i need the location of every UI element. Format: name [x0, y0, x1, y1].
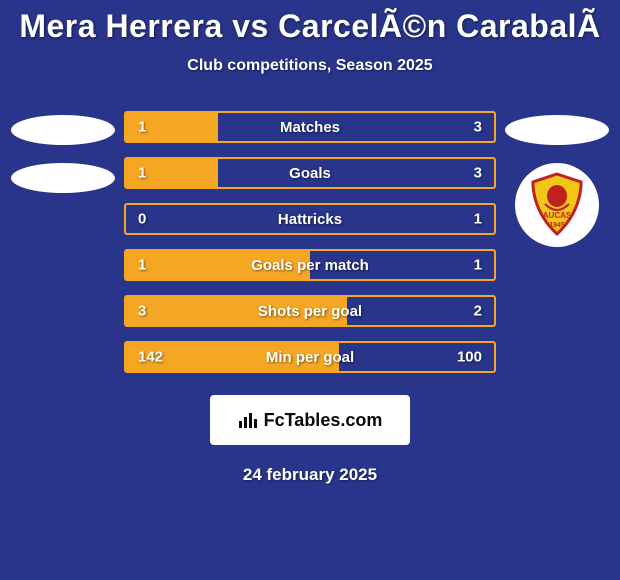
shield-icon: AUCAS 1945	[527, 172, 587, 238]
right-team-badges: AUCAS 1945	[502, 111, 612, 247]
stat-label: Goals	[126, 165, 494, 182]
brand-text: FcTables.com	[264, 410, 383, 431]
bars-icon	[238, 411, 260, 429]
stat-bar: 01Hattricks	[124, 203, 496, 235]
stat-bar: 11Goals per match	[124, 249, 496, 281]
team-logo-aucas: AUCAS 1945	[515, 163, 599, 247]
stat-label: Hattricks	[126, 211, 494, 228]
svg-text:AUCAS: AUCAS	[543, 211, 572, 220]
stat-bar: 32Shots per goal	[124, 295, 496, 327]
left-team-badges	[8, 111, 118, 193]
content-row: 13Matches 13Goals 01Hattricks 11Goals per m…	[0, 111, 620, 373]
stats-comparison-card: Mera Herrera vs CarcelÃ©n CarabalÃ Club …	[0, 0, 620, 580]
stat-label: Shots per goal	[126, 303, 494, 320]
stat-label: Goals per match	[126, 257, 494, 274]
date-label: 24 february 2025	[0, 465, 620, 485]
brand-logo[interactable]: FcTables.com	[210, 395, 410, 445]
stat-bar: 13Matches	[124, 111, 496, 143]
svg-text:1945: 1945	[549, 222, 565, 229]
page-title: Mera Herrera vs CarcelÃ©n CarabalÃ	[0, 8, 620, 45]
placeholder-badge-icon	[11, 115, 115, 145]
placeholder-badge-icon	[11, 163, 115, 193]
placeholder-badge-icon	[505, 115, 609, 145]
stat-bar: 142100Min per goal	[124, 341, 496, 373]
stat-bar: 13Goals	[124, 157, 496, 189]
stat-label: Matches	[126, 119, 494, 136]
subtitle: Club competitions, Season 2025	[0, 57, 620, 75]
stats-column: 13Matches 13Goals 01Hattricks 11Goals per m…	[118, 111, 502, 373]
stat-label: Min per goal	[126, 349, 494, 366]
